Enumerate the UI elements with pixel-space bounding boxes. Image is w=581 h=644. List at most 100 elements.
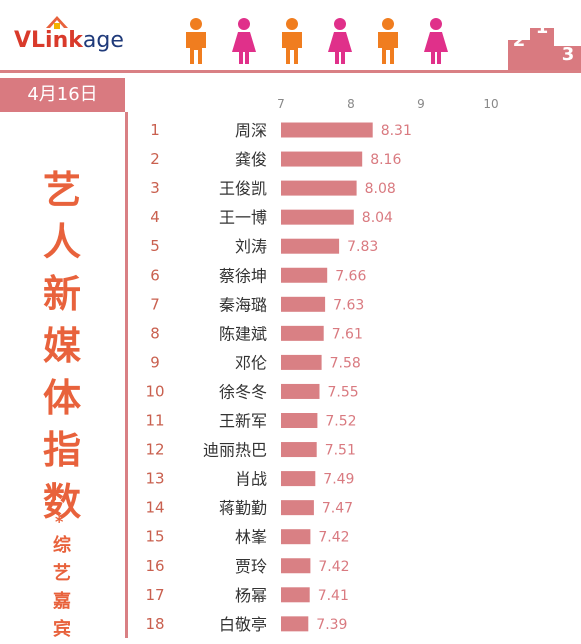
name-label: 邓伦 [235, 353, 267, 372]
side-title-char: 指 [42, 428, 81, 472]
bar [281, 413, 318, 428]
name-label: 周深 [235, 121, 267, 140]
value-label: 7.63 [333, 297, 364, 313]
bar [281, 354, 322, 370]
bar [281, 151, 363, 167]
brand-logo: VLinkage [14, 30, 124, 52]
side-subtitle-char: 艺 [53, 563, 71, 584]
side-title-char: 数 [42, 480, 81, 524]
value-label: 7.42 [318, 530, 349, 546]
bar [281, 325, 324, 341]
x-tick-label: 8 [347, 97, 355, 111]
name-label: 肖战 [235, 470, 267, 489]
value-label: 8.08 [365, 181, 396, 197]
name-label: 贾玲 [235, 557, 267, 576]
value-label: 8.16 [370, 152, 401, 168]
side-subtitle-char: 综 [53, 535, 71, 556]
value-label: 8.04 [362, 210, 393, 226]
side-title-char: 人 [42, 220, 81, 264]
logo-suffix: age [82, 28, 124, 53]
bar [281, 500, 314, 516]
rank-label: 12 [145, 441, 164, 459]
name-label: 王一博 [219, 208, 267, 227]
name-label: 蒋勤勤 [219, 499, 267, 518]
side-panel [0, 112, 128, 638]
bar [281, 471, 316, 487]
value-label: 8.31 [381, 123, 412, 139]
bar [281, 122, 373, 138]
side-title-char: 体 [42, 376, 81, 420]
bar [281, 616, 309, 632]
value-label: 7.55 [328, 384, 359, 400]
rank-label: 10 [145, 382, 164, 400]
value-label: 7.42 [318, 559, 349, 575]
rank-label: 4 [150, 208, 160, 226]
rank-label: 6 [150, 266, 160, 284]
name-label: 蔡徐坤 [219, 266, 267, 285]
rank-label: 15 [145, 528, 164, 546]
rank-label: 16 [145, 557, 164, 575]
name-label: 林峯 [235, 528, 267, 547]
bar [281, 529, 311, 545]
value-label: 7.41 [318, 588, 349, 604]
name-label: 徐冬冬 [219, 382, 267, 401]
bar [281, 383, 320, 399]
logo-prefix: VLink [14, 28, 83, 53]
value-label: 7.49 [323, 472, 354, 488]
value-label: 7.83 [347, 239, 378, 255]
bar [281, 296, 326, 312]
bar [281, 180, 357, 196]
side-subtitle: 综 艺 嘉 宾 [42, 532, 82, 644]
podium-2: 2 [513, 30, 526, 51]
bar [281, 209, 354, 225]
podium-3: 3 [562, 44, 575, 65]
rank-label: 3 [150, 179, 160, 197]
rank-label: 11 [145, 412, 164, 430]
side-subtitle-char: 嘉 [53, 591, 71, 612]
bar [281, 442, 317, 458]
name-label: 龚俊 [235, 150, 267, 169]
rank-label: 8 [150, 324, 160, 342]
value-label: 7.51 [325, 443, 356, 459]
side-title-char: 新 [42, 272, 81, 316]
header-divider [0, 70, 581, 73]
value-label: 7.66 [335, 268, 366, 284]
value-label: 7.39 [316, 617, 347, 633]
side-title: 艺 人 新 媒 体 指 数 [37, 164, 87, 528]
name-label: 陈建斌 [219, 324, 267, 343]
rank-label: 13 [145, 470, 164, 488]
name-label: 杨幂 [235, 586, 267, 605]
side-title-char: 媒 [42, 324, 81, 368]
podium-1: 1 [536, 17, 549, 38]
bar [281, 267, 328, 283]
bar [281, 238, 340, 254]
value-label: 7.58 [330, 355, 361, 371]
x-tick-label: 9 [417, 97, 425, 111]
value-label: 7.52 [325, 414, 356, 430]
name-label: 迪丽热巴 [203, 441, 267, 460]
name-label: 刘涛 [235, 237, 267, 256]
rank-label: 7 [150, 295, 160, 313]
value-label: 7.61 [332, 326, 363, 342]
rank-label: 2 [150, 150, 160, 168]
rank-label: 17 [145, 586, 164, 604]
date-badge: 4月16日 [0, 78, 125, 112]
name-label: 王新军 [219, 412, 267, 431]
rank-label: 9 [150, 353, 160, 371]
side-title-char: 艺 [42, 168, 81, 212]
x-tick-label: 7 [277, 97, 285, 111]
rank-label: 1 [150, 121, 160, 139]
logo-roof-icon [46, 16, 68, 29]
rank-label: 14 [145, 499, 164, 517]
name-label: 白敬亭 [219, 615, 267, 634]
bar [281, 558, 311, 574]
name-label: 秦海璐 [219, 295, 267, 314]
side-star: * [55, 512, 64, 531]
x-tick-label: 10 [483, 97, 498, 111]
side-subtitle-char: 宾 [53, 619, 71, 640]
rank-label: 5 [150, 237, 160, 255]
name-label: 王俊凯 [219, 179, 267, 198]
value-label: 7.47 [322, 501, 353, 517]
rank-label: 18 [145, 615, 164, 633]
